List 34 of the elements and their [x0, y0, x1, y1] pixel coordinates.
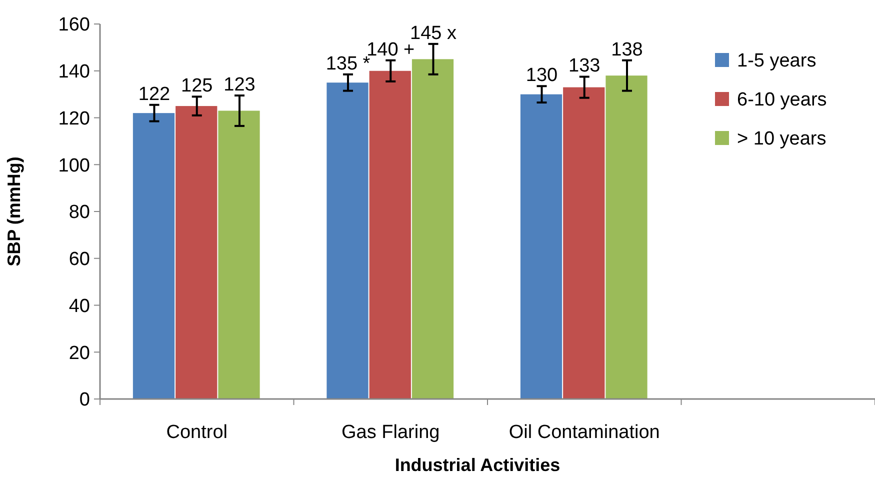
bar — [218, 110, 260, 399]
data-label: 130 — [526, 65, 558, 86]
y-tick-label: 100 — [58, 155, 90, 176]
y-tick-label: 120 — [58, 108, 90, 130]
bar — [563, 87, 605, 399]
bar — [326, 82, 368, 399]
data-label: 135 * — [326, 53, 371, 74]
data-label: 123 — [224, 74, 256, 96]
y-tick-label: 0 — [79, 390, 90, 411]
data-label: 122 — [138, 84, 170, 105]
legend-label: > 10 years — [737, 128, 826, 150]
y-tick-label: 40 — [68, 296, 90, 317]
legend-label: 1-5 years — [737, 50, 816, 72]
bar — [606, 76, 648, 399]
x-axis-title: Industrial Activities — [394, 455, 560, 475]
bar — [132, 113, 175, 399]
data-label: 138 — [611, 39, 643, 60]
y-axis-title: SBP (mmHg) — [4, 156, 24, 266]
x-tick-label: Control — [166, 422, 228, 443]
x-tick-label: Gas Flaring — [342, 422, 440, 443]
legend-label: 6-10 years — [737, 90, 827, 111]
bar — [412, 59, 454, 399]
bar — [176, 106, 218, 399]
y-tick-label: 80 — [68, 202, 90, 224]
y-tick-label: 60 — [68, 249, 90, 270]
data-label: 125 — [181, 76, 213, 97]
bar — [369, 70, 411, 399]
y-tick-label: 20 — [68, 342, 90, 364]
data-label: 145 x — [410, 22, 457, 44]
x-tick-label: Oil Contamination — [508, 422, 660, 443]
y-tick-label: 160 — [58, 14, 90, 36]
y-tick-label: 140 — [58, 62, 90, 83]
bar — [520, 94, 562, 399]
data-label: 133 — [568, 56, 600, 77]
